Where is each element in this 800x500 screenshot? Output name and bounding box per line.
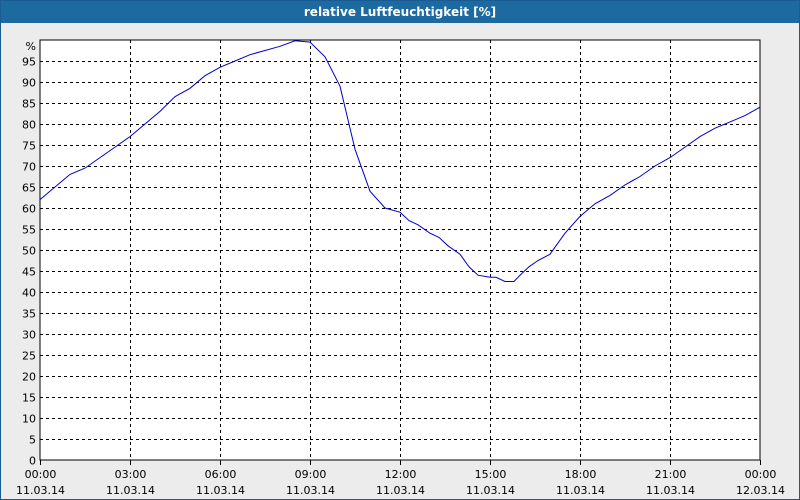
x-tick-time-label: 03:00 [115,468,147,481]
x-tick-time-label: 12:00 [385,468,417,481]
x-tick-time-label: 00:00 [25,468,57,481]
y-tick-label: 85 [22,98,36,111]
y-tick-label: 65 [22,182,36,195]
x-tick-time-label: 15:00 [475,468,507,481]
x-tick-time-label: 06:00 [205,468,237,481]
y-axis-ticks: 0 5 10 15 20 25 30 35 40 45 50 55 60 65 70 75 80 85 90 95 [22,56,36,468]
grid-lines [40,40,760,460]
y-tick-label: 10 [22,413,36,426]
humidity-series-line [39,40,761,282]
y-tick-label: 50 [22,245,36,258]
x-tick-time-label: 00:00 [745,468,777,481]
y-tick-label: 20 [22,371,36,384]
x-tick-time-label: 18:00 [565,468,597,481]
x-tick-date-label: 11.03.14 [376,484,425,497]
x-tick-date-label: 11.03.14 [196,484,245,497]
y-tick-label: 95 [22,56,36,69]
y-tick-label: 60 [22,203,36,216]
y-tick-label: 25 [22,350,36,363]
x-tick-time-label: 09:00 [295,468,327,481]
x-tick-date-label: 11.03.14 [16,484,65,497]
x-tick-date-label: 11.03.14 [556,484,605,497]
y-tick-label: 15 [22,392,36,405]
chart-title: relative Luftfeuchtigkeit [%] [1,1,799,23]
x-tick-date-label: 11.03.14 [646,484,695,497]
x-tick-date-label: 11.03.14 [466,484,515,497]
y-tick-label: 75 [22,140,36,153]
y-axis-unit-label: % [26,40,36,53]
y-tick-label: 55 [22,224,36,237]
y-tick-label: 90 [22,77,36,90]
x-tick-date-label: 11.03.14 [106,484,155,497]
y-tick-label: 5 [29,434,36,447]
x-tick-date-label: 12.03.14 [736,484,785,497]
x-tick-time-label: 21:00 [655,468,687,481]
x-tick-date-label: 11.03.14 [286,484,335,497]
y-tick-label: 40 [22,287,36,300]
y-tick-label: 30 [22,329,36,342]
y-tick-label: 0 [29,455,36,468]
y-tick-label: 70 [22,161,36,174]
x-axis-ticks: 00:00 11.03.14 03:00 11.03.14 06:00 11.03.14 0… [16,460,785,497]
y-tick-label: 80 [22,119,36,132]
y-tick-label: 35 [22,308,36,321]
y-tick-label: 45 [22,266,36,279]
